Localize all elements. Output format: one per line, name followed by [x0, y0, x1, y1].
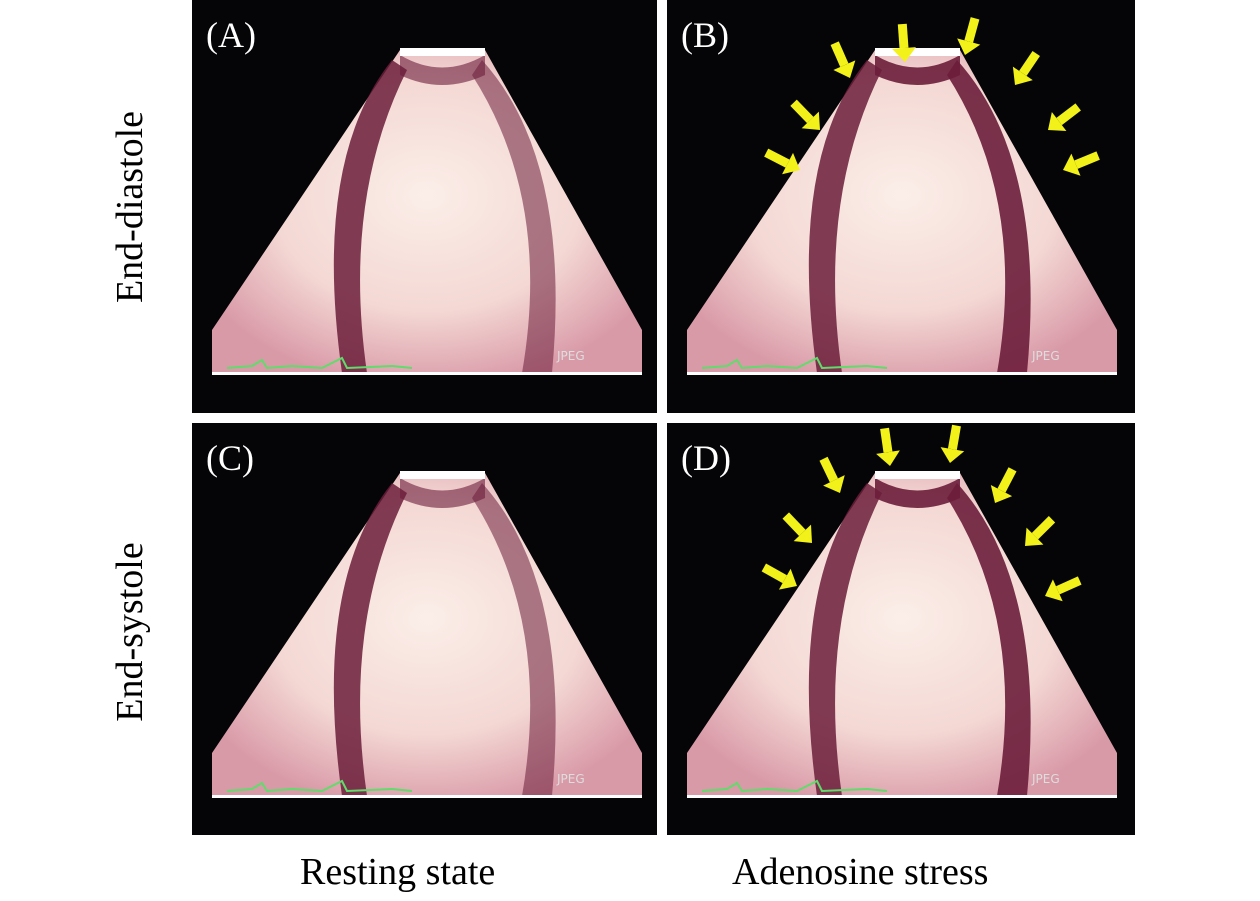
arrow-icon: [876, 427, 900, 466]
lateral-wall: [947, 60, 1031, 373]
apex-marker: [875, 471, 960, 479]
apex-marker: [875, 48, 960, 56]
lateral-wall: [472, 483, 556, 796]
panel-label: (C): [206, 438, 254, 478]
panel-d: JPEG (D): [667, 423, 1135, 835]
baseline: [212, 372, 642, 375]
echo-image: JPEG: [687, 424, 1117, 798]
arrow-icon: [957, 17, 981, 55]
panel-label: (B): [681, 15, 729, 55]
panel-a: JPEG (A): [192, 0, 657, 413]
echo-image: JPEG: [212, 48, 642, 375]
ecg-trace: [226, 779, 413, 793]
ultrasound-sector: [687, 50, 1117, 373]
jpeg-watermark: JPEG: [556, 772, 585, 786]
jpeg-watermark: JPEG: [556, 349, 585, 363]
apex-wall: [875, 478, 960, 508]
column-label-adenosine: Adenosine stress: [732, 851, 989, 893]
arrow-icon: [1048, 103, 1081, 132]
arrow-icon: [790, 99, 820, 130]
row-label-end-diastole: End-diastole: [109, 110, 151, 304]
septal-wall: [333, 483, 407, 796]
arrow-icon: [1045, 576, 1082, 602]
apex-wall: [875, 55, 960, 85]
arrow-icon: [764, 148, 800, 175]
column-label-resting: Resting state: [300, 851, 496, 893]
arrow-icon: [1012, 50, 1041, 85]
ecg-trace: [701, 356, 888, 370]
baseline: [212, 795, 642, 798]
apex-marker: [400, 48, 485, 56]
arrow-icon: [990, 467, 1017, 503]
apex-wall: [400, 55, 485, 85]
baseline: [687, 795, 1117, 798]
row-label-end-systole: End-systole: [109, 542, 151, 722]
arrow-icon: [1025, 516, 1056, 546]
arrow-icon: [782, 512, 812, 543]
panel-label: (A): [206, 15, 256, 55]
septal-wall: [808, 483, 882, 796]
apex-marker: [400, 471, 485, 479]
arrow-icon: [940, 424, 965, 463]
apex-wall: [400, 478, 485, 508]
panel-c: JPEG (C): [192, 423, 657, 835]
panel-b: JPEG (B): [667, 0, 1135, 413]
septal-wall: [808, 60, 882, 373]
ecg-trace: [701, 779, 888, 793]
jpeg-watermark: JPEG: [1031, 772, 1060, 786]
echo-image: JPEG: [687, 17, 1117, 375]
arrow-icon: [819, 456, 845, 493]
lateral-wall: [472, 60, 556, 373]
ultrasound-sector: [212, 473, 642, 796]
ecg-trace: [226, 356, 413, 370]
septal-wall: [333, 60, 407, 373]
ultrasound-sector: [212, 50, 642, 373]
arrow-icon: [1063, 151, 1100, 176]
echo-image: JPEG: [212, 471, 642, 798]
lateral-wall: [947, 483, 1031, 796]
arrow-icon: [830, 41, 856, 78]
jpeg-watermark: JPEG: [1031, 349, 1060, 363]
arrow-icon: [761, 563, 797, 590]
panel-label: (D): [681, 438, 731, 478]
arrow-icon: [892, 23, 916, 62]
baseline: [687, 372, 1117, 375]
